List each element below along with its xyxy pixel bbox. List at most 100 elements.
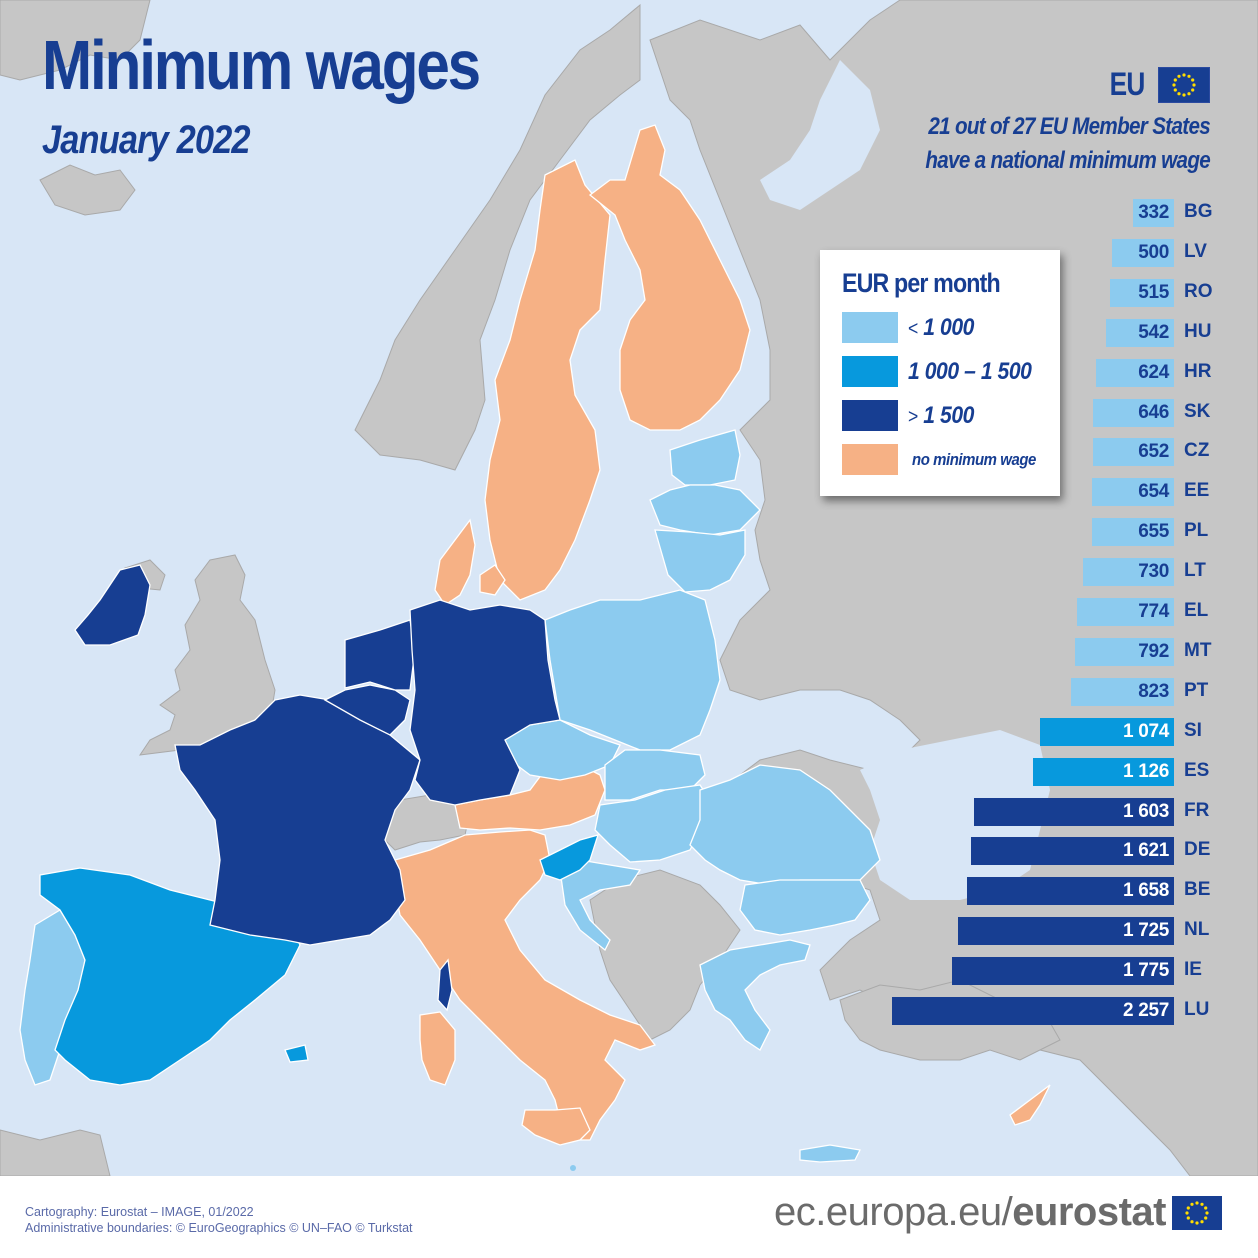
bar: 1 621 — [971, 837, 1174, 865]
bar: 515 — [1110, 279, 1174, 307]
legend-item-none: no minimum wage — [842, 444, 1053, 475]
legend-swatch-high — [842, 400, 898, 431]
bar: 2 257 — [892, 997, 1174, 1025]
eu-note-line1: 21 out of 27 EU Member States — [928, 113, 1210, 140]
bar: 655 — [1092, 518, 1174, 546]
bar-value: 792 — [1138, 641, 1169, 662]
bar-row-fr: 1 603 FR — [0, 798, 1209, 826]
bar-value: 332 — [1138, 202, 1169, 223]
bar-value: 1 658 — [1122, 880, 1169, 901]
bar: 654 — [1092, 478, 1174, 506]
eu-note: 21 out of 27 EU Member States have a nat… — [925, 110, 1210, 178]
bar-row-hr: 624 HR — [0, 359, 1211, 387]
footer-brand: ec.europa.eu/eurostat — [774, 1190, 1222, 1235]
legend-swatch-mid — [842, 356, 898, 387]
bar-row-es: 1 126 ES — [0, 758, 1209, 786]
europe-map — [0, 0, 1258, 1176]
bar-value: 652 — [1138, 441, 1169, 462]
legend-label-mid: 1 000 – 1 500 — [908, 357, 1032, 385]
country-code: HU — [1184, 321, 1212, 342]
eu-note-line2: have a national minimum wage — [925, 147, 1210, 174]
bar-row-lt: 730 LT — [0, 558, 1206, 586]
bar: 1 775 — [952, 957, 1174, 985]
bar-row-el: 774 EL — [0, 598, 1208, 626]
legend-label-low: 1 000 — [923, 313, 974, 341]
legend-swatch-low — [842, 312, 898, 343]
bar-row-lv: 500 LV — [0, 239, 1207, 267]
country-code: EE — [1184, 480, 1210, 501]
bar-value: 654 — [1138, 481, 1169, 502]
bar: 542 — [1106, 319, 1174, 347]
eu-label: EU — [1109, 66, 1145, 102]
bar-value: 774 — [1138, 601, 1169, 622]
bar-value: 624 — [1138, 362, 1169, 383]
bar: 792 — [1075, 638, 1174, 666]
bar: 500 — [1112, 239, 1174, 267]
bar-row-de: 1 621 DE — [0, 837, 1210, 865]
bar-row-si: 1 074 SI — [0, 718, 1202, 746]
legend-item-high: > 1 500 — [842, 400, 983, 431]
eurostat-link[interactable]: ec.europa.eu/eurostat — [774, 1190, 1166, 1235]
country-code: SK — [1184, 401, 1211, 422]
bar-value: 730 — [1138, 561, 1169, 582]
eu-flag-icon — [1172, 1195, 1222, 1230]
legend-label-none: no minimum wage — [912, 449, 1036, 469]
url-bold: eurostat — [1012, 1190, 1166, 1234]
eu-flag-icon — [1158, 66, 1210, 103]
bar-value: 500 — [1138, 242, 1169, 263]
bar-value: 542 — [1138, 322, 1169, 343]
country-code: MT — [1184, 640, 1212, 661]
country-code: LT — [1184, 560, 1206, 581]
country-code: BG — [1184, 201, 1213, 222]
country-code: IE — [1184, 959, 1202, 980]
country-code: LV — [1184, 241, 1207, 262]
bar-value: 2 257 — [1122, 1000, 1169, 1021]
low-wage-countries — [19, 429, 881, 1163]
bar-row-cz: 652 CZ — [0, 438, 1209, 466]
country-code: ES — [1184, 760, 1210, 781]
bar-row-pt: 823 PT — [0, 678, 1208, 706]
legend-item-low: < 1 000 — [842, 312, 983, 343]
legend-swatch-none — [842, 444, 898, 475]
bar-value: 1 126 — [1122, 761, 1169, 782]
country-code: CZ — [1184, 440, 1210, 461]
bar: 1 603 — [974, 798, 1174, 826]
legend: EUR per month < 1 000 1 000 – 1 500 > 1 … — [820, 250, 1060, 496]
country-code: EL — [1184, 600, 1209, 621]
map: Minimum wages January 2022 EU 21 out of … — [0, 0, 1258, 1176]
credit-line-2: Administrative boundaries: © EuroGeograp… — [25, 1221, 413, 1235]
legend-item-mid: 1 000 – 1 500 — [842, 356, 1048, 387]
bar: 652 — [1093, 438, 1174, 466]
country-code: RO — [1184, 281, 1213, 302]
bar: 624 — [1096, 359, 1174, 387]
country-code: NL — [1184, 919, 1210, 940]
credit-line-1: Cartography: Eurostat – IMAGE, 01/2022 — [25, 1205, 254, 1219]
bar: 1 725 — [958, 917, 1174, 945]
bar-value: 1 725 — [1122, 920, 1169, 941]
url-prefix: ec.europa.eu/ — [774, 1190, 1013, 1234]
bar: 1 126 — [1033, 758, 1174, 786]
country-code: PT — [1184, 680, 1209, 701]
bar-row-mt: 792 MT — [0, 638, 1211, 666]
footer-credits: Cartography: Eurostat – IMAGE, 01/2022 A… — [25, 1204, 413, 1236]
legend-op-low: < — [908, 317, 918, 340]
bar-value: 823 — [1138, 681, 1169, 702]
country-code: HR — [1184, 361, 1212, 382]
bar-row-sk: 646 SK — [0, 399, 1210, 427]
bar-row-bg: 332 BG — [0, 199, 1213, 227]
bar-value: 1 603 — [1122, 801, 1169, 822]
bar-value: 1 621 — [1122, 840, 1169, 861]
bar-row-lu: 2 257 LU — [0, 997, 1209, 1025]
bar-value: 1 074 — [1122, 721, 1169, 742]
bar: 646 — [1093, 399, 1174, 427]
bar-value: 1 775 — [1122, 960, 1169, 981]
bar: 730 — [1083, 558, 1174, 586]
high-wage-countries — [74, 564, 561, 1012]
bar-row-ee: 654 EE — [0, 478, 1209, 506]
country-code: PL — [1184, 520, 1209, 541]
legend-op-high: > — [908, 405, 918, 428]
country-code: BE — [1184, 879, 1211, 900]
country-code: LU — [1184, 999, 1210, 1020]
bar: 1 074 — [1040, 718, 1174, 746]
legend-title: EUR per month — [842, 268, 1001, 298]
